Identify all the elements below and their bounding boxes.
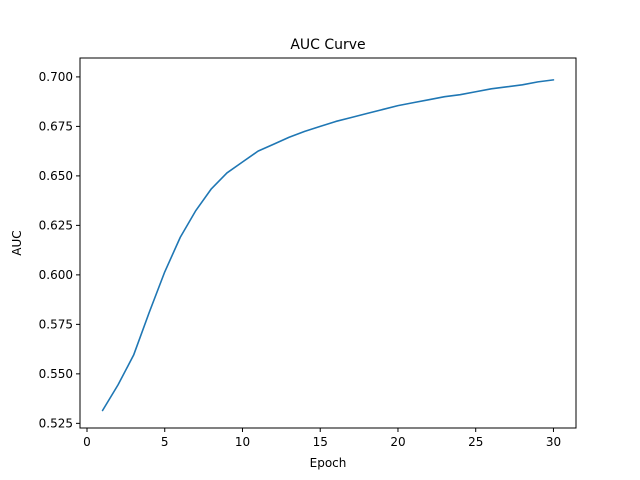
series-line-0 bbox=[101, 79, 555, 412]
x-axis-label: Epoch bbox=[310, 456, 347, 470]
y-axis-label: AUC bbox=[10, 230, 24, 255]
chart-title: AUC Curve bbox=[290, 37, 365, 53]
y-tick-label: 0.600 bbox=[39, 268, 73, 282]
x-tick-label: 15 bbox=[313, 435, 328, 449]
y-tick-label: 0.525 bbox=[39, 416, 73, 430]
x-tick-label: 25 bbox=[468, 435, 483, 449]
x-tick-label: 20 bbox=[390, 435, 405, 449]
y-tick-label: 0.675 bbox=[39, 119, 73, 133]
x-tick-label: 30 bbox=[546, 435, 561, 449]
y-axis: 0.525 0.550 0.575 0.600 0.625 0.650 0.675 0.700 bbox=[39, 70, 80, 430]
x-tick-label: 0 bbox=[83, 435, 91, 449]
plot-frame bbox=[79, 57, 577, 429]
y-tick-label: 0.575 bbox=[39, 317, 73, 331]
x-tick-label: 10 bbox=[235, 435, 250, 449]
y-tick-label: 0.550 bbox=[39, 367, 73, 381]
y-tick-label: 0.625 bbox=[39, 218, 73, 232]
plot-area bbox=[101, 79, 555, 412]
y-tick-label: 0.700 bbox=[39, 70, 73, 84]
y-tick-label: 0.650 bbox=[39, 169, 73, 183]
x-axis: 0 5 10 15 20 25 30 bbox=[83, 428, 561, 449]
x-tick-label: 5 bbox=[161, 435, 169, 449]
